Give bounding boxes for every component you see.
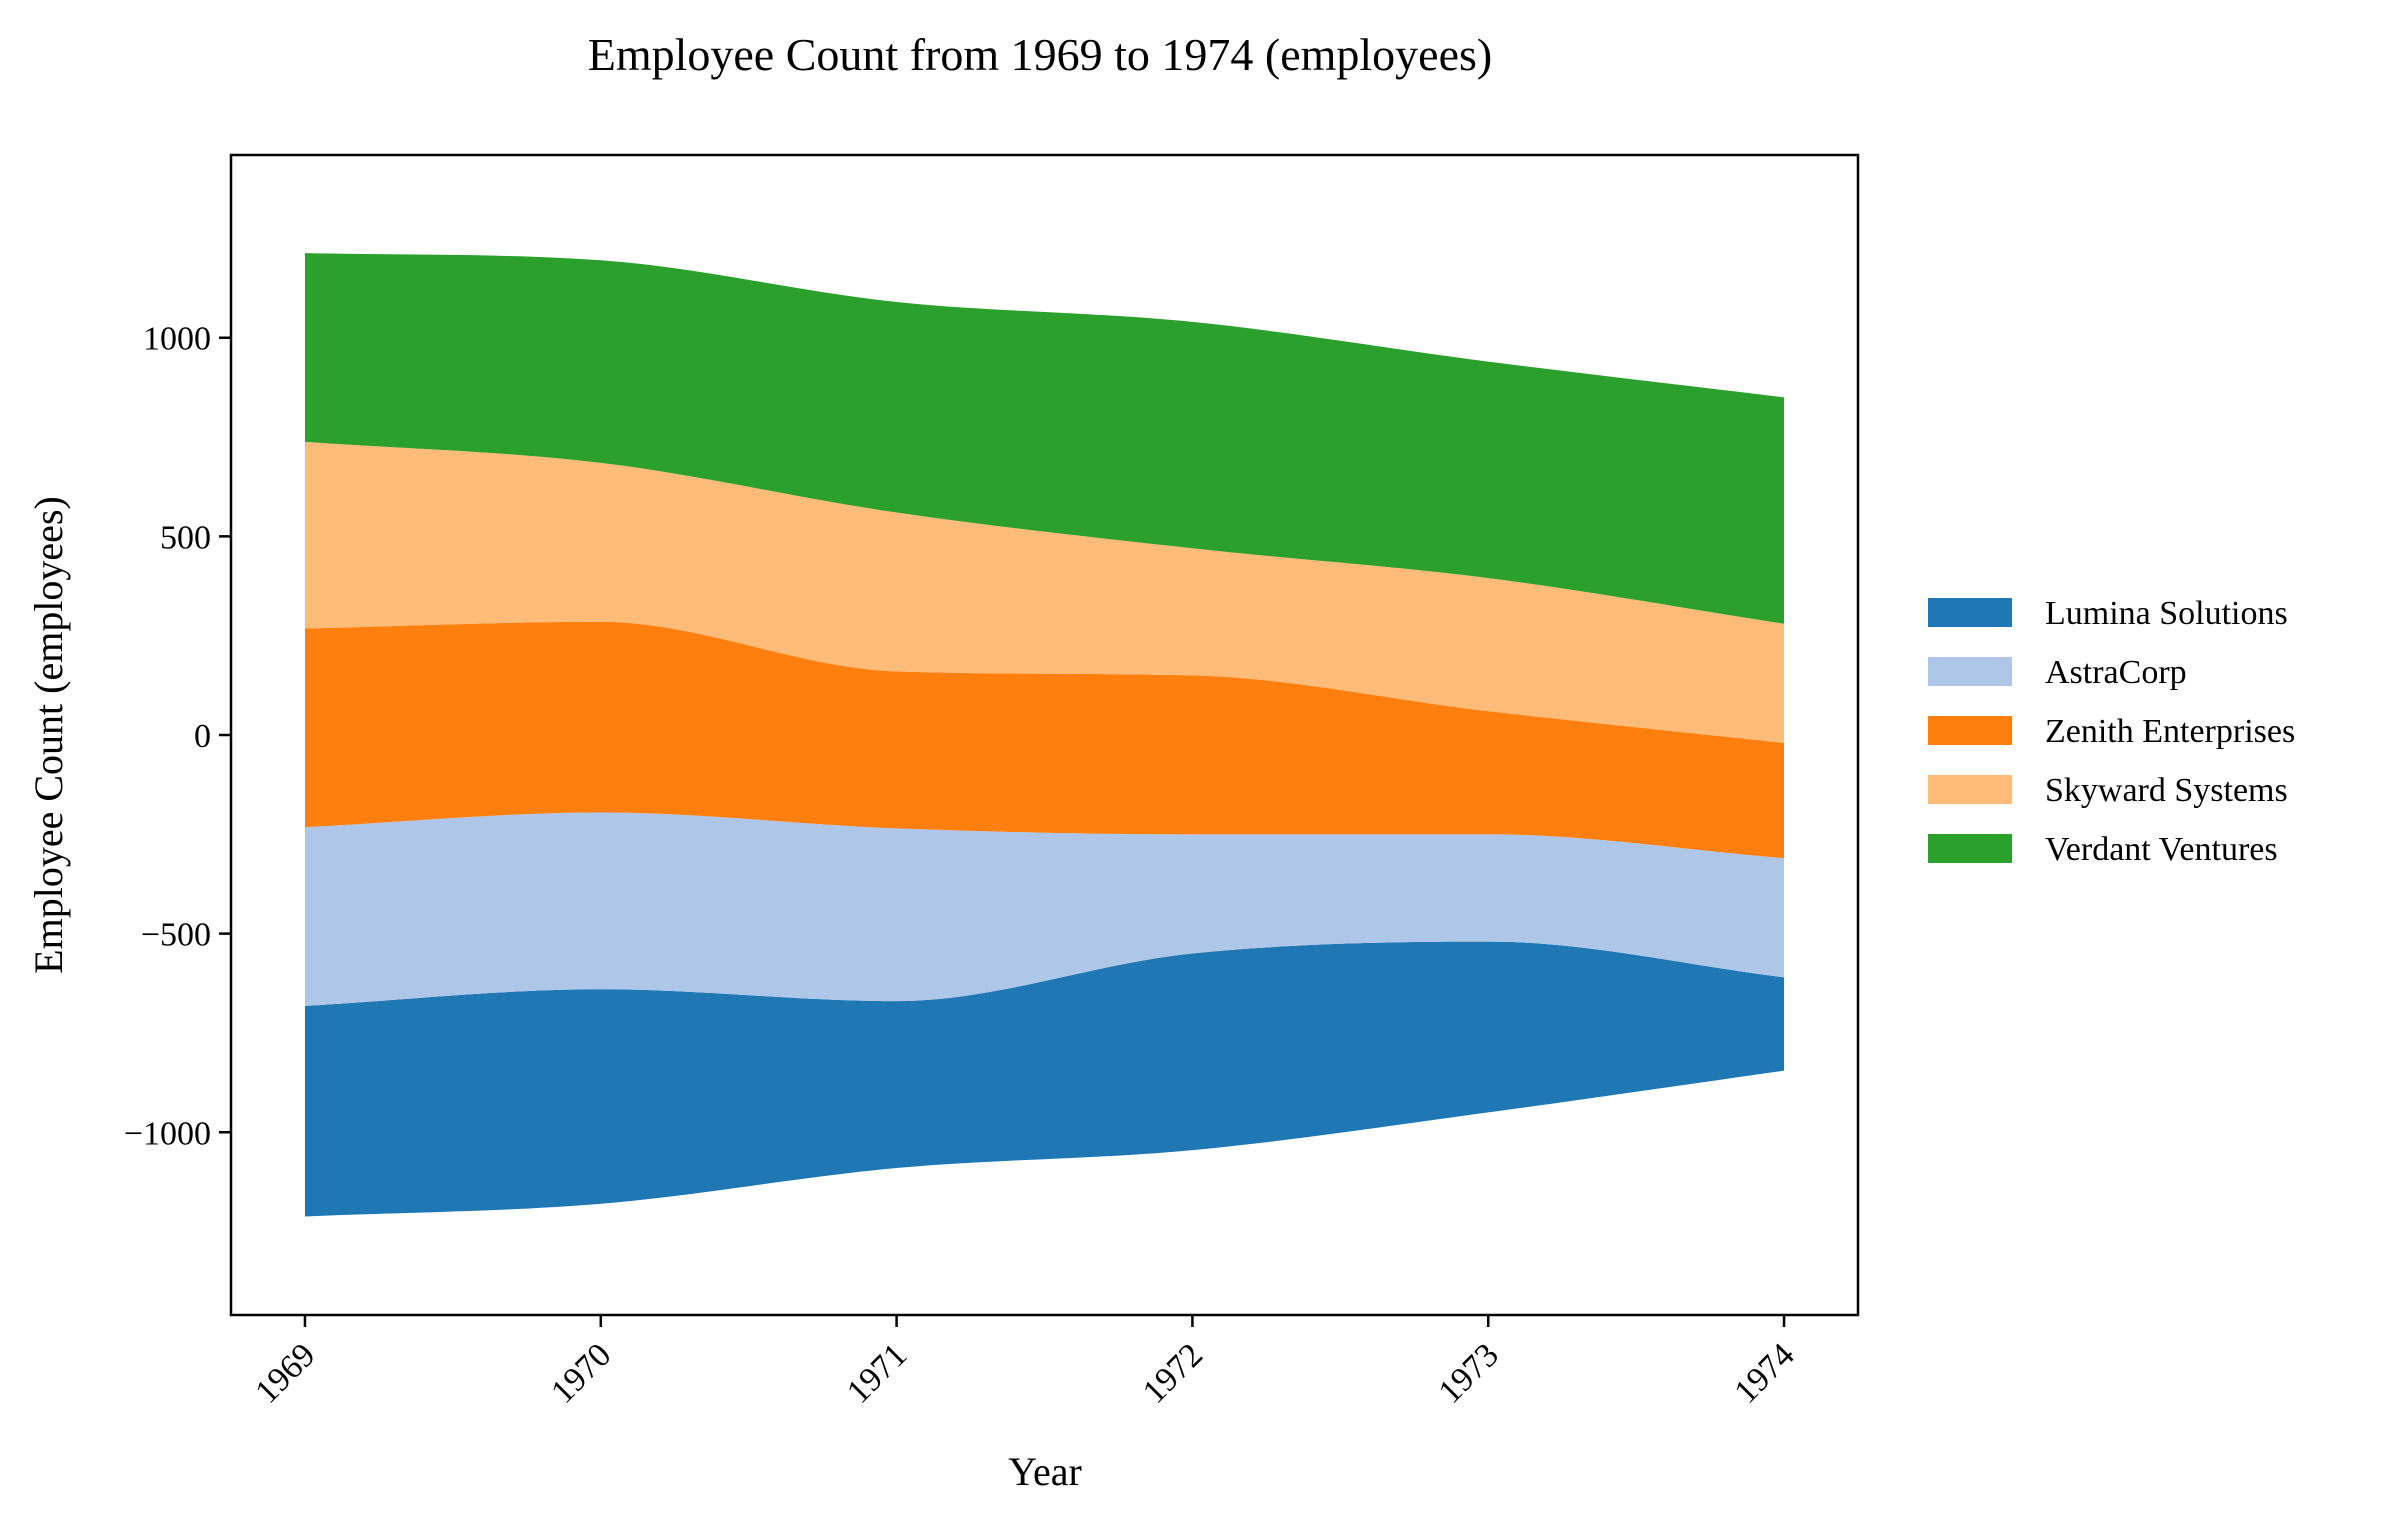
legend-swatch-skyward-systems <box>1928 775 2012 804</box>
legend-label-lumina-solutions: Lumina Solutions <box>2045 595 2288 632</box>
y-tick-label: 500 <box>160 519 211 556</box>
y-tick-label: −500 <box>141 917 211 954</box>
legend-swatch-zenith-enterprises <box>1928 716 2012 745</box>
area-astracorp <box>304 812 1785 1006</box>
x-tick-label: 1969 <box>248 1336 322 1410</box>
chart-title: Employee Count from 1969 to 1974 (employ… <box>588 29 1493 80</box>
legend-label-verdant-ventures: Verdant Ventures <box>2045 831 2278 868</box>
x-axis: 1969 1970 1971 1972 1973 1974 <box>248 1315 1802 1411</box>
legend-swatch-lumina-solutions <box>1928 598 2012 627</box>
y-tick-label: 0 <box>194 718 211 755</box>
x-axis-label: Year <box>1008 1449 1082 1494</box>
stream-areas <box>304 253 1785 1217</box>
legend-label-zenith-enterprises: Zenith Enterprises <box>2045 713 2295 750</box>
area-skyward-systems <box>304 441 1785 743</box>
y-tick-label: 1000 <box>143 321 211 358</box>
area-verdant-ventures <box>304 253 1785 624</box>
legend-label-skyward-systems: Skyward Systems <box>2045 772 2288 809</box>
y-axis-label: Employee Count (employees) <box>26 496 71 974</box>
area-lumina-solutions <box>304 941 1785 1217</box>
x-tick-label: 1973 <box>1432 1336 1506 1410</box>
x-tick-label: 1971 <box>840 1336 914 1410</box>
y-tick-label: −1000 <box>124 1115 211 1152</box>
legend-label-astracorp: AstraCorp <box>2045 654 2187 691</box>
area-zenith-enterprises <box>304 621 1785 859</box>
x-tick-label: 1970 <box>544 1336 618 1410</box>
y-axis: −1000 −500 0 500 1000 <box>124 321 231 1152</box>
legend-swatch-verdant-ventures <box>1928 834 2012 863</box>
x-tick-label: 1974 <box>1727 1336 1801 1410</box>
x-tick-label: 1972 <box>1136 1336 1210 1410</box>
legend: Lumina Solutions AstraCorp Zenith Enterpri… <box>1928 595 2295 868</box>
legend-swatch-astracorp <box>1928 657 2012 686</box>
